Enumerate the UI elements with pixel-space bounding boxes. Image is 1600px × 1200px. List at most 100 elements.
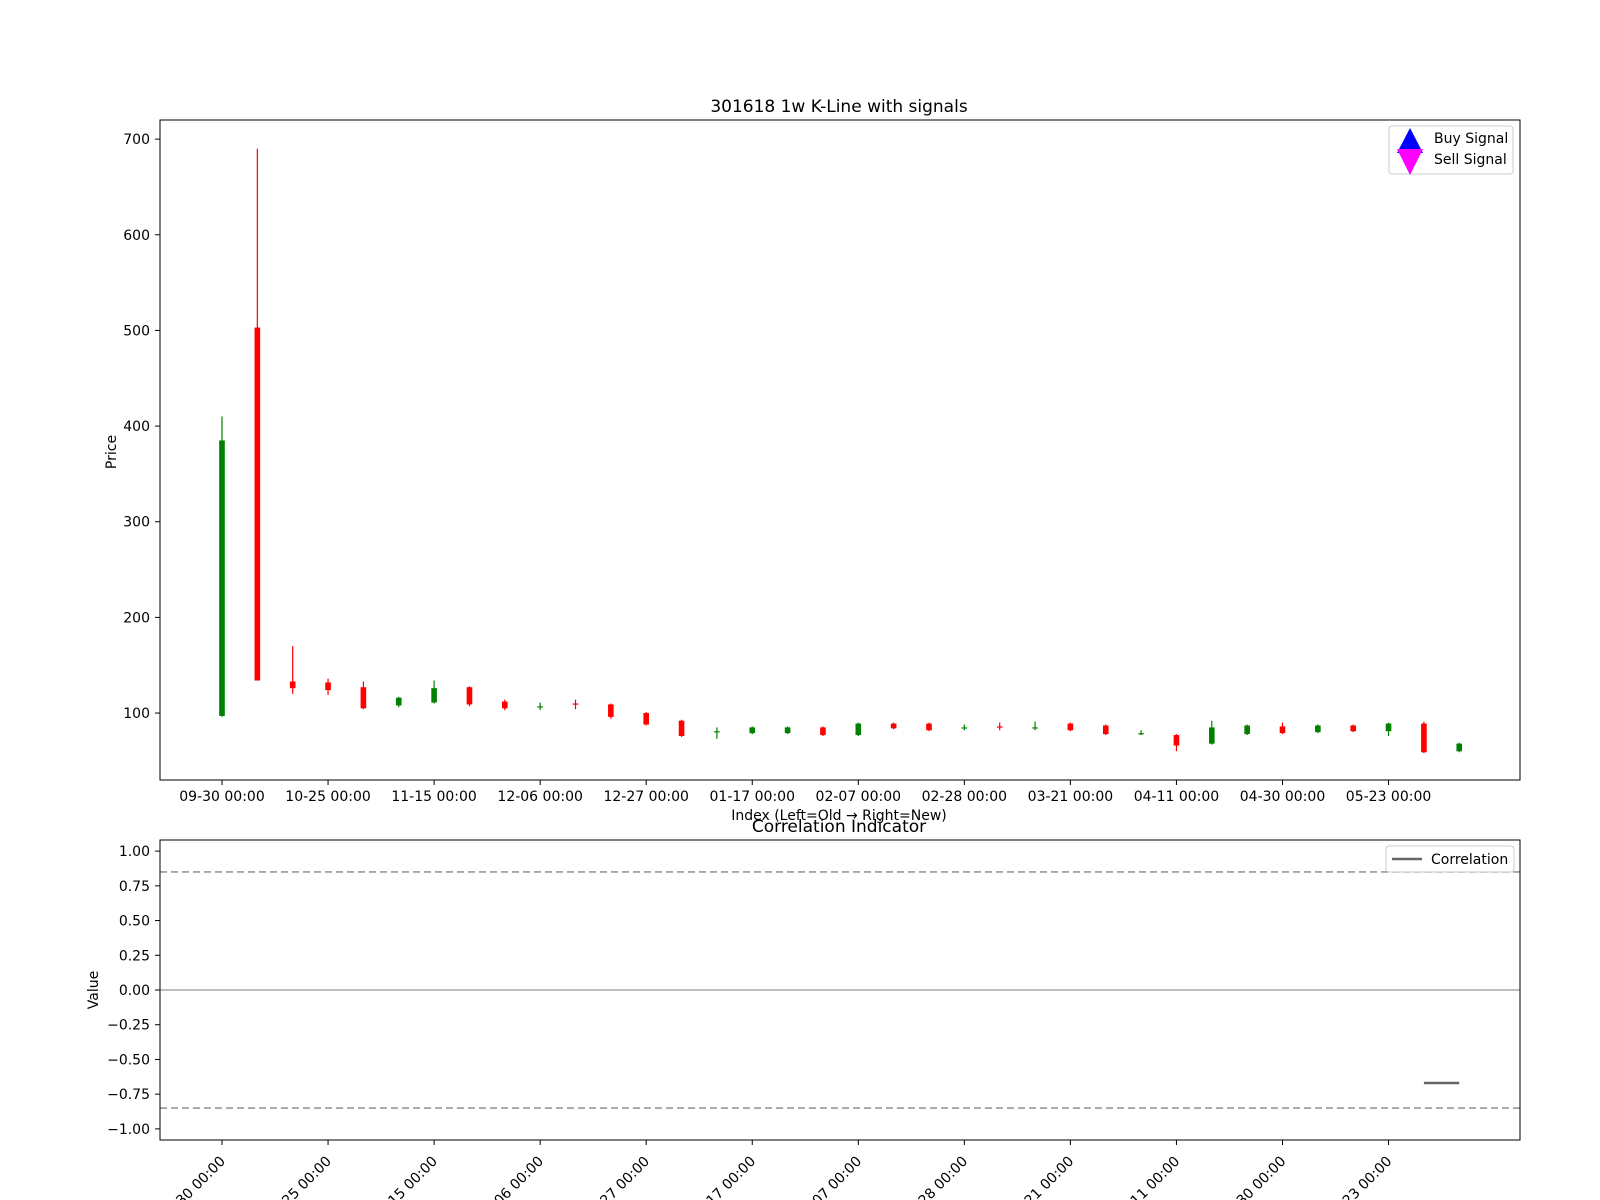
kline-x-tick-label: 05-23 00:00 <box>1346 789 1431 805</box>
kline-y-axis: 100 200 300 400 500 600 700 <box>123 132 160 722</box>
corr-y-tick-label: −0.75 <box>107 1087 150 1103</box>
kline-x-tick-label: 02-28 00:00 <box>922 789 1007 805</box>
candle-body <box>714 731 720 733</box>
candle-body <box>431 688 437 703</box>
corr-reference-lines <box>160 871 1520 1109</box>
legend-buy-label: Buy Signal <box>1434 131 1508 147</box>
corr-x-tick-label: 04-11 00:00 <box>1112 1154 1184 1200</box>
corr-legend[interactable]: Correlation <box>1385 845 1515 873</box>
corr-y-tick-label: 0.25 <box>119 948 150 964</box>
candle-body <box>395 697 402 706</box>
corr-legend-label: Correlation <box>1431 852 1508 868</box>
corr-x-tick-label: 11-15 00:00 <box>369 1154 441 1200</box>
kline-x-tick-label: 12-27 00:00 <box>603 789 688 805</box>
kline-x-tick-label: 09-30 00:00 <box>179 789 264 805</box>
kline-x-tick-label: 11-15 00:00 <box>391 789 476 805</box>
candle-body <box>1385 723 1392 732</box>
candle-body <box>219 440 225 716</box>
kline-candles <box>219 148 1463 754</box>
kline-y-tick-label: 300 <box>123 515 150 531</box>
candle-body <box>1067 723 1074 731</box>
kline-y-tick-label: 500 <box>123 323 150 339</box>
corr-x-tick-label: 12-06 00:00 <box>475 1154 547 1200</box>
corr-y-tick-label: 0.00 <box>119 983 150 999</box>
corr-plot-frame <box>159 839 1521 1141</box>
candle-body <box>289 681 296 689</box>
candle-body <box>1315 725 1321 733</box>
corr-y-tick-label: 1.00 <box>119 844 150 860</box>
kline-y-tick-label: 200 <box>123 610 150 626</box>
kline-x-tick-label: 10-25 00:00 <box>285 789 370 805</box>
kline-y-tick-label: 600 <box>123 228 150 244</box>
corr-x-tick-label: 12-27 00:00 <box>581 1154 653 1200</box>
candle-body <box>1456 743 1463 752</box>
kline-legend-box <box>1388 125 1514 175</box>
kline-legend[interactable]: Buy Signal Sell Signal <box>1388 125 1514 175</box>
candle-body <box>360 687 367 709</box>
corr-x-tick-label: 09-30 00:00 <box>157 1154 229 1200</box>
candle-body <box>572 703 579 705</box>
candle-body <box>1279 726 1286 734</box>
corr-y-tick-label: 0.50 <box>119 914 150 930</box>
candle-body <box>466 687 473 705</box>
kline-y-label: Price <box>104 435 120 469</box>
candle-body <box>961 727 968 729</box>
candle-body <box>1138 733 1144 735</box>
corr-x-tick-label: 05-23 00:00 <box>1324 1154 1396 1200</box>
corr-title: Correlation Indicator <box>752 817 926 837</box>
candle-body <box>608 704 614 717</box>
candle-body <box>784 727 791 734</box>
corr-x-tick-label: 03-21 00:00 <box>1005 1154 1077 1200</box>
buy-signal-marker-icon <box>1397 128 1423 153</box>
candle-body <box>325 682 331 691</box>
candle-body <box>1209 727 1215 744</box>
candle-body <box>254 327 261 681</box>
corr-y-label: Value <box>86 971 102 1009</box>
kline-y-tick-label: 400 <box>123 419 150 435</box>
candle-body <box>1173 735 1180 746</box>
kline-x-tick-label: 04-11 00:00 <box>1134 789 1219 805</box>
candle-body <box>678 720 685 736</box>
corr-x-tick-label: 01-17 00:00 <box>687 1154 759 1200</box>
corr-y-tick-label: −0.50 <box>107 1052 150 1068</box>
corr-x-tick-label: 02-07 00:00 <box>793 1154 865 1200</box>
corr-y-tick-label: −0.25 <box>107 1018 150 1034</box>
candle-body <box>749 727 756 734</box>
kline-y-tick-label: 700 <box>123 132 150 148</box>
kline-x-tick-label: 03-21 00:00 <box>1028 789 1113 805</box>
candle-body <box>996 726 1003 728</box>
candle-body <box>1102 725 1109 735</box>
legend-sell-label: Sell Signal <box>1434 152 1507 168</box>
candle-body <box>643 713 649 725</box>
corr-x-tick-label: 10-25 00:00 <box>263 1154 335 1200</box>
corr-x-tick-label: 04-30 00:00 <box>1218 1154 1290 1200</box>
corr-legend-box <box>1385 845 1515 873</box>
kline-x-tick-label: 12-06 00:00 <box>497 789 582 805</box>
kline-title: 301618 1w K-Line with signals <box>710 97 968 117</box>
candle-body <box>926 723 932 731</box>
candle-body <box>890 723 897 729</box>
kline-x-tick-label: 02-07 00:00 <box>816 789 901 805</box>
corr-y-tick-label: 0.75 <box>119 879 150 895</box>
kline-x-tick-label: 04-30 00:00 <box>1240 789 1325 805</box>
candle-body <box>537 706 543 708</box>
kline-panel: 301618 1w K-Line with signals 100 200 300 4… <box>104 97 1521 824</box>
candle-body <box>502 701 508 709</box>
kline-x-tick-label: 01-17 00:00 <box>710 789 795 805</box>
corr-y-tick-label: −1.00 <box>107 1122 150 1138</box>
kline-y-tick-label: 100 <box>123 706 150 722</box>
kline-plot-frame <box>159 119 1521 781</box>
sell-signal-marker-icon <box>1397 149 1423 175</box>
candle-body <box>1350 725 1356 732</box>
corr-y-axis: 1.00 0.75 0.50 0.25 0.00 −0.25 −0.50 −0.75 −1.00 <box>107 844 160 1138</box>
candle-body <box>855 723 862 736</box>
candle-body <box>1032 727 1038 729</box>
candle-body <box>1421 723 1427 753</box>
candle-body <box>820 727 826 736</box>
corr-x-tick-label: 02-28 00:00 <box>899 1154 971 1200</box>
corr-x-axis: 09-30 00:00 10-25 00:00 11-15 00:00 12-06 0… <box>157 1140 1395 1200</box>
kline-x-axis: 09-30 00:00 10-25 00:00 11-15 00:00 12-06 0… <box>179 780 1431 805</box>
candle-body <box>1244 725 1250 735</box>
kline-x-label: Index (Left=Old → Right=New) <box>731 808 947 824</box>
